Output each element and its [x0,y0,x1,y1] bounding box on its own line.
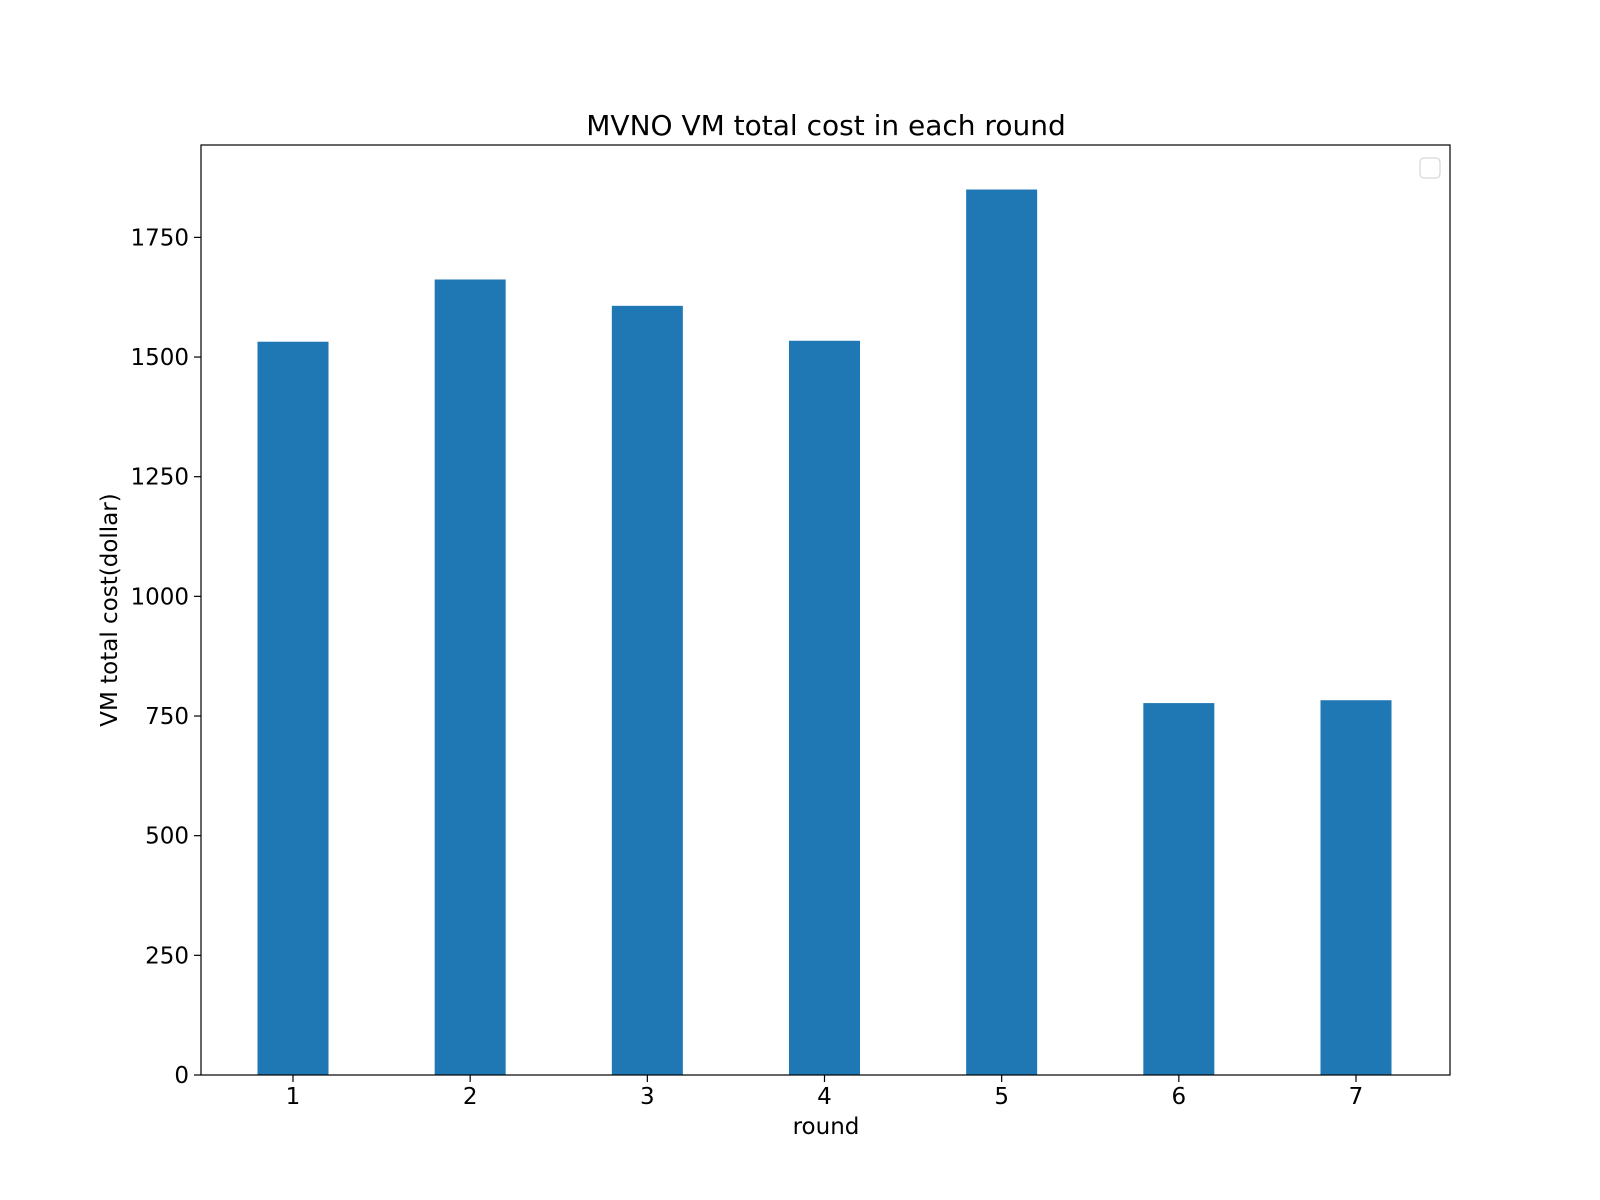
bar-round-1 [257,341,329,1075]
y-tick-label: 750 [145,704,189,730]
x-tick-label: 4 [817,1084,832,1110]
bar-round-5 [966,189,1038,1075]
x-tick-label: 5 [994,1084,1009,1110]
y-tick-label: 1750 [130,225,189,251]
x-tick-label: 7 [1349,1084,1364,1110]
x-axis-ticks: 1 2 3 4 5 6 7 [286,1075,1364,1110]
y-tick-label: 0 [174,1063,189,1089]
bar-round-2 [434,279,506,1076]
y-axis-label: VM total cost(dollar) [97,493,123,726]
y-tick-label: 500 [145,824,189,850]
bar-round-4 [789,340,860,1075]
x-tick-label: 1 [286,1084,301,1110]
bars-group [257,189,1392,1076]
plot-frame [200,144,1451,1076]
y-axis-ticks: 0 250 500 750 1000 1250 1500 1750 [130,225,201,1089]
x-axis-label: round [793,1114,860,1140]
bar-round-6 [1143,703,1215,1075]
y-tick-label: 1000 [130,584,189,610]
legend-box [1419,157,1441,179]
bar-round-3 [611,305,683,1075]
y-tick-label: 1250 [130,465,189,491]
x-tick-label: 3 [640,1084,655,1110]
chart-title: MVNO VM total cost in each round [586,109,1065,142]
bar-round-7 [1320,700,1392,1075]
y-tick-label: 250 [145,943,189,969]
x-tick-label: 2 [463,1084,478,1110]
x-tick-label: 6 [1172,1084,1187,1110]
y-tick-label: 1500 [130,345,189,371]
